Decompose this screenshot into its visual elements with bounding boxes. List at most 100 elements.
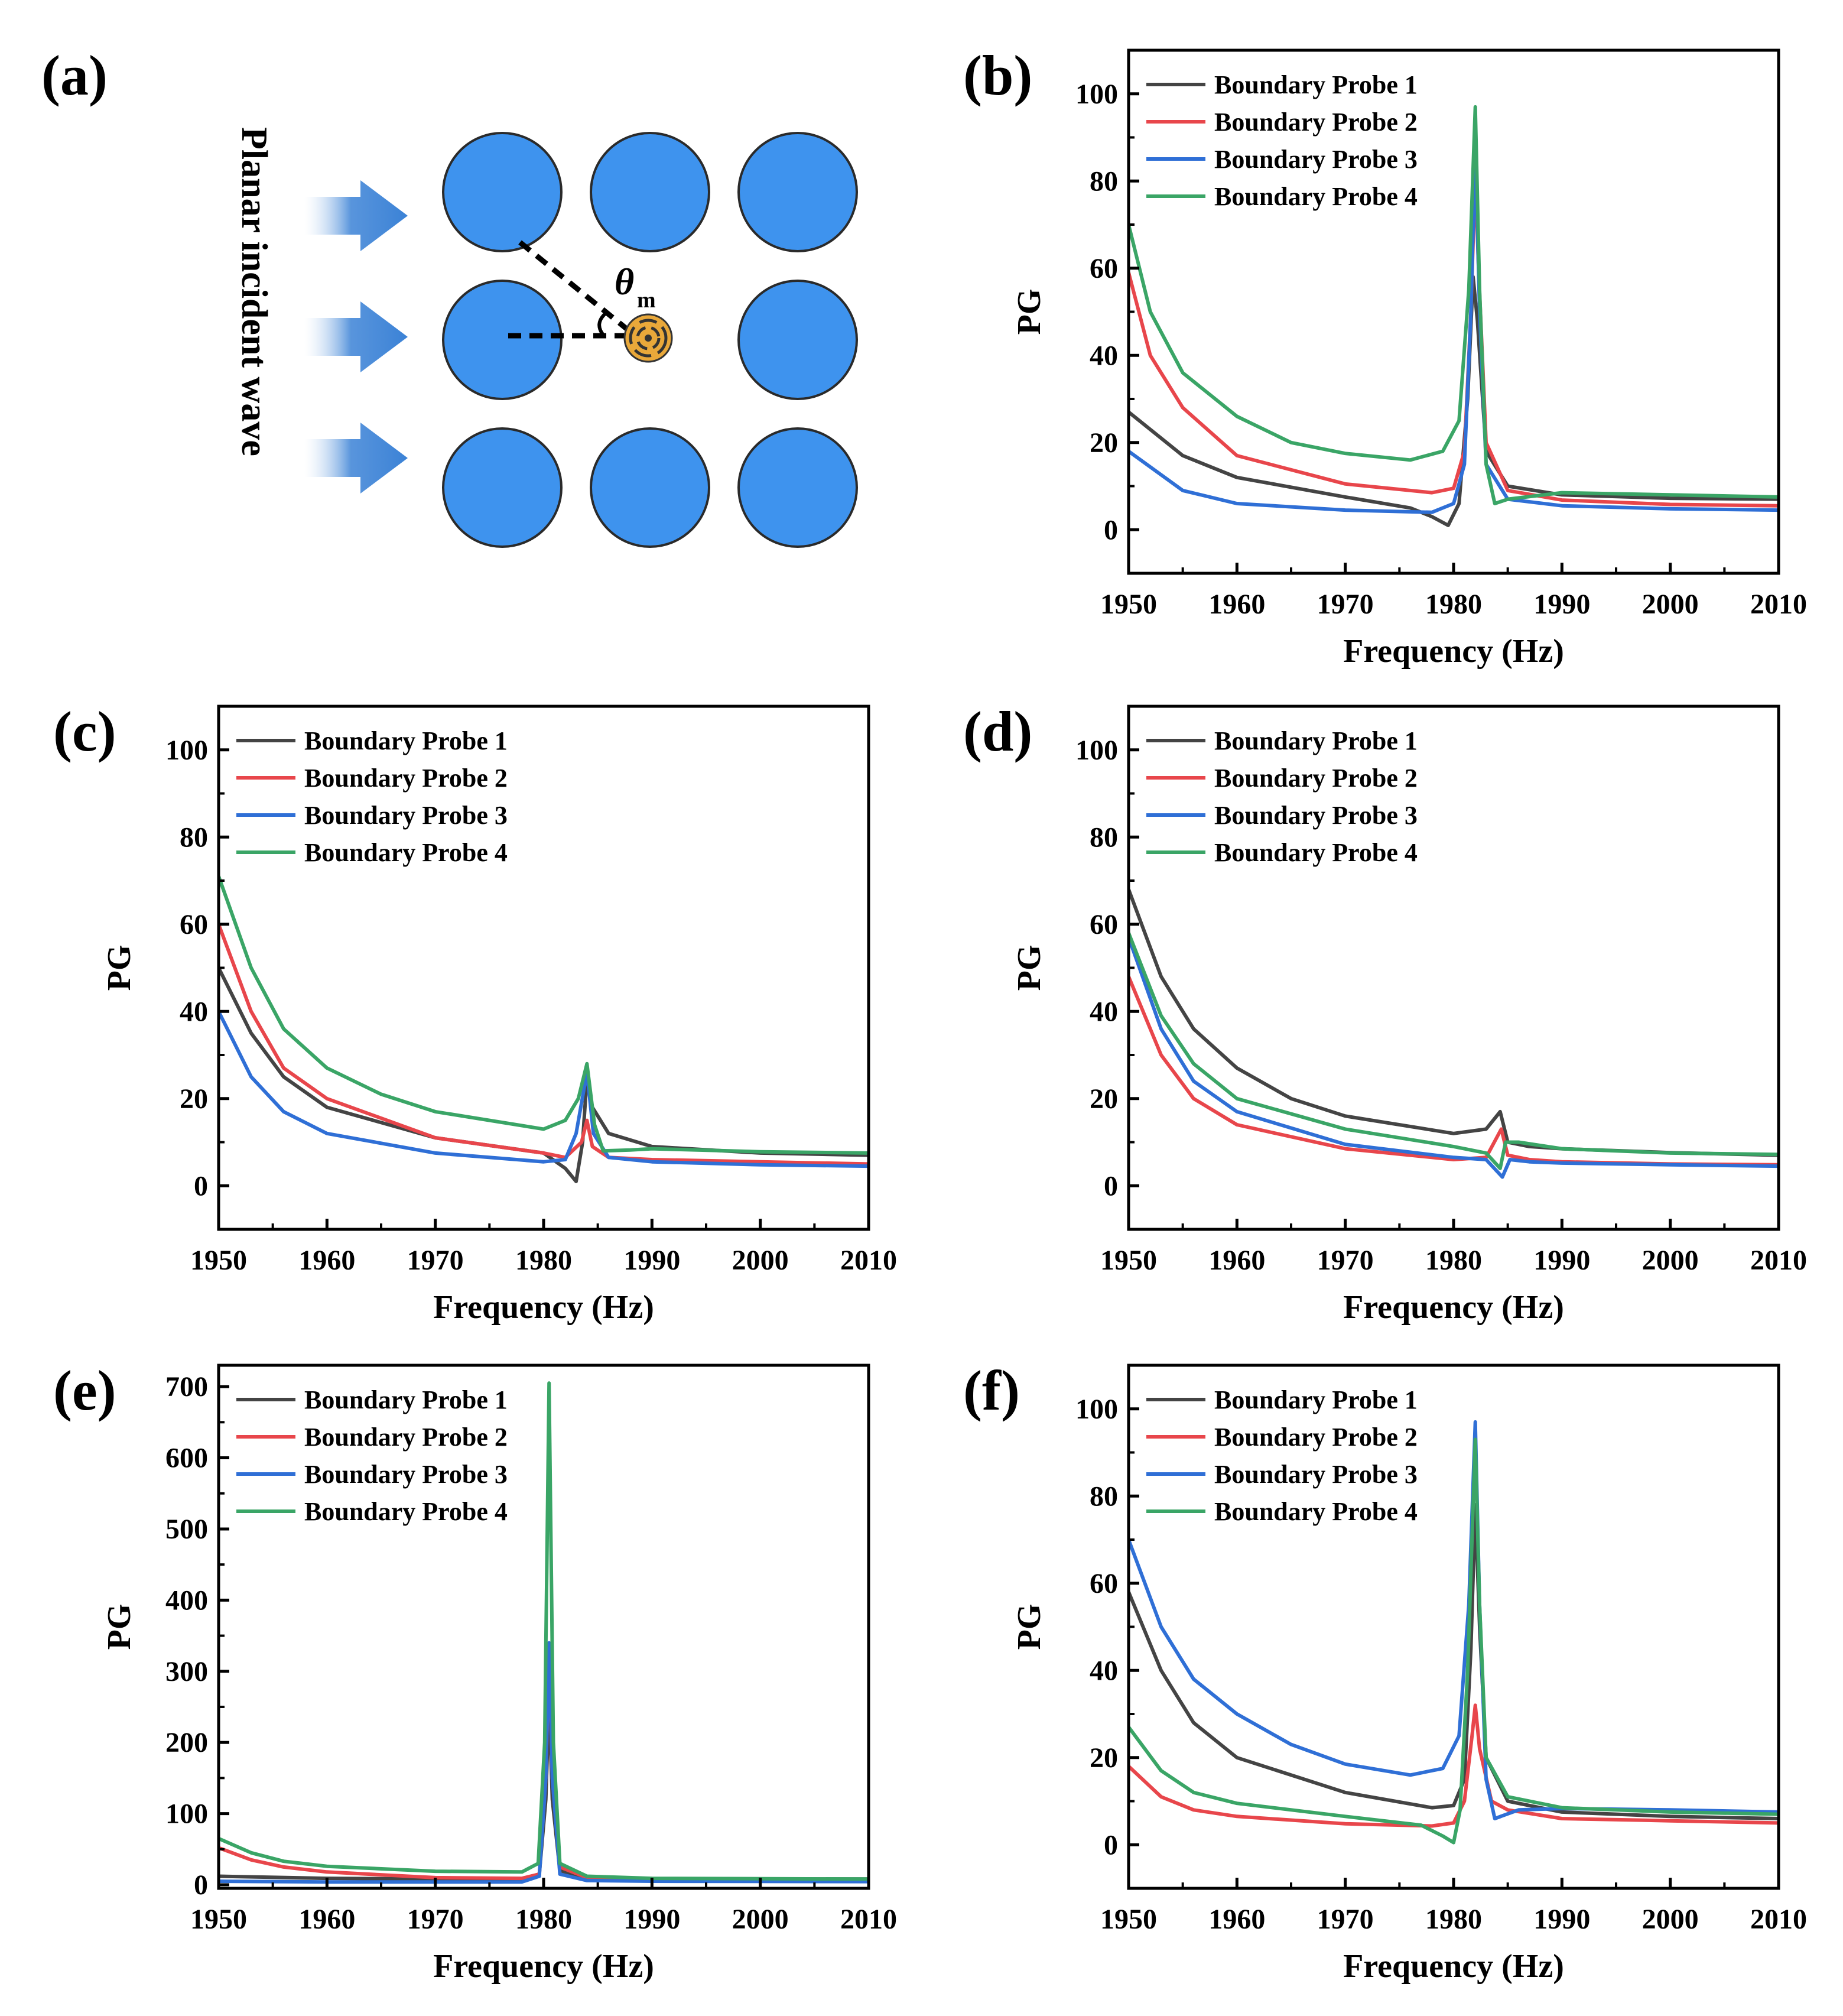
y-tick-label: 0 [1104,514,1118,546]
resonator-core [645,335,652,342]
panel-label-c: (c) [53,700,116,763]
x-tick-label: 1950 [1100,1904,1157,1935]
y-tick-label: 100 [165,735,208,766]
scatterer-circle-r1c3 [737,132,858,252]
y-tick-label: 60 [1090,253,1118,284]
panel-label-b: (b) [963,44,1032,107]
y-tick-label: 80 [1090,165,1118,197]
y-tick-label: 20 [1090,1083,1118,1115]
y-tick-label: 80 [1090,1481,1118,1512]
x-tick-label: 1960 [1208,589,1265,620]
x-tick-label: 1980 [1425,589,1482,620]
scatterer-circle-r1c2 [590,132,710,252]
legend-label-probe-4: Boundary Probe 4 [304,1497,508,1526]
y-tick-label: 80 [1090,822,1118,853]
spiral-resonator-icon [623,313,673,363]
series-line-probe-2 [1129,170,1779,508]
chart-panel-d: (d) 1950 1960 1970 1980 1990 2000 2010 0 20 40 60 80… [963,700,1807,1326]
x-tick-label: 2000 [1642,1245,1699,1276]
x-tick-label: 1990 [623,1904,680,1935]
scatterer-circle-r1c1 [442,132,563,252]
y-tick-label: 500 [165,1514,208,1545]
chart-panel-e: (e) 1950 1960 1970 1980 1990 2000 2010 0 100 200 30… [53,1359,897,1985]
resonator-ring-outer [629,319,668,358]
y-tick-label: 20 [180,1083,208,1115]
chart-panel-f: (f) 1950 1960 1970 1980 1990 2000 2010 0 20 40 60 80… [963,1359,1807,1985]
legend-label-probe-3: Boundary Probe 3 [1214,1460,1418,1489]
x-tick-label: 1980 [515,1245,572,1276]
x-tick-label: 2000 [732,1904,789,1935]
incident-arrow-2 [304,301,408,372]
series-line-probe-3 [219,1010,869,1168]
y-axis-title: PG [1011,945,1048,991]
series-line-probe-2 [1129,976,1779,1167]
x-tick-label: 1950 [190,1245,247,1276]
x-tick-label: 1990 [1533,589,1590,620]
incident-wave-label: Planar incident wave [234,127,274,456]
y-tick-label: 20 [1090,1742,1118,1774]
legend-label-probe-2: Boundary Probe 2 [304,764,508,793]
y-tick-label: 100 [1075,735,1118,766]
x-tick-label: 1970 [407,1904,464,1935]
y-tick-label: 100 [1075,79,1118,110]
y-axis-title: PG [101,945,138,991]
x-tick-label: 1970 [407,1245,464,1276]
x-tick-label: 1950 [1100,1245,1157,1276]
y-tick-label: 40 [1090,996,1118,1027]
series-line-probe-1 [1129,888,1779,1157]
series-line-probe-1 [219,967,869,1183]
series-line-probe-4 [219,1381,869,1881]
y-tick-label: 60 [1090,1568,1118,1599]
legend-label-probe-2: Boundary Probe 2 [304,1423,508,1452]
series-line-probe-3 [1129,1420,1779,1820]
y-tick-label: 0 [1104,1170,1118,1202]
chart-panel-c: (c) 1950 1960 1970 1980 1990 2000 2010 0 20 40 60 80… [53,700,897,1326]
x-tick-label: 2000 [1642,1904,1699,1935]
angle-arc [597,311,607,337]
scatterer-circle-r2c1 [442,280,563,400]
x-tick-label: 2010 [1750,1245,1807,1276]
y-tick-label: 20 [1090,427,1118,459]
panel-label-a: (a) [41,44,108,107]
x-tick-label: 2000 [1642,589,1699,620]
legend-label-probe-1: Boundary Probe 1 [304,1385,508,1414]
series-line-probe-2 [1129,1703,1779,1828]
y-tick-label: 100 [165,1799,208,1830]
legend-label-probe-3: Boundary Probe 3 [1214,801,1418,830]
legend: Boundary Probe 1 Boundary Probe 2 Boundary… [1146,1385,1418,1526]
schematic-panel: (a) Planar incident wave θ m [41,44,858,548]
scatterer-circle-r3c1 [442,427,563,548]
angle-subscript: m [637,288,656,313]
chart-panel-b: (b) 1950 1960 1970 1980 1990 2000 2010 0 20 40 60 80… [963,44,1807,670]
y-axis-title: PG [1011,289,1048,335]
incident-arrow-1 [304,180,408,251]
y-tick-label: 100 [1075,1394,1118,1425]
y-tick-label: 700 [165,1371,208,1403]
series-line-probe-4 [219,875,869,1155]
x-tick-label: 1950 [190,1904,247,1935]
x-tick-label: 1970 [1317,1245,1374,1276]
legend-label-probe-2: Boundary Probe 2 [1214,108,1418,137]
y-tick-label: 0 [194,1869,208,1901]
y-tick-label: 0 [194,1170,208,1202]
legend-label-probe-1: Boundary Probe 1 [304,726,508,755]
series-line-probe-4 [1129,932,1779,1170]
y-tick-label: 300 [165,1656,208,1687]
x-tick-label: 1950 [1100,589,1157,620]
scatterer-circle-r3c2 [590,427,710,548]
x-tick-label: 2010 [840,1245,897,1276]
angle-guides: θ m [508,240,656,339]
scatterer-grid [442,132,858,548]
x-tick-label: 2010 [1750,1904,1807,1935]
x-tick-label: 1990 [623,1245,680,1276]
legend: Boundary Probe 1 Boundary Probe 2 Boundary… [1146,726,1418,867]
legend-label-probe-3: Boundary Probe 3 [304,1460,508,1489]
panel-label-d: (d) [963,700,1032,763]
legend: Boundary Probe 1 Boundary Probe 2 Boundary… [1146,70,1418,211]
series-line-probe-4 [1129,1437,1779,1845]
y-tick-label: 40 [180,996,208,1027]
y-tick-label: 40 [1090,1655,1118,1686]
scatterer-circle-r2c3 [737,280,858,400]
x-tick-label: 1980 [515,1904,572,1935]
